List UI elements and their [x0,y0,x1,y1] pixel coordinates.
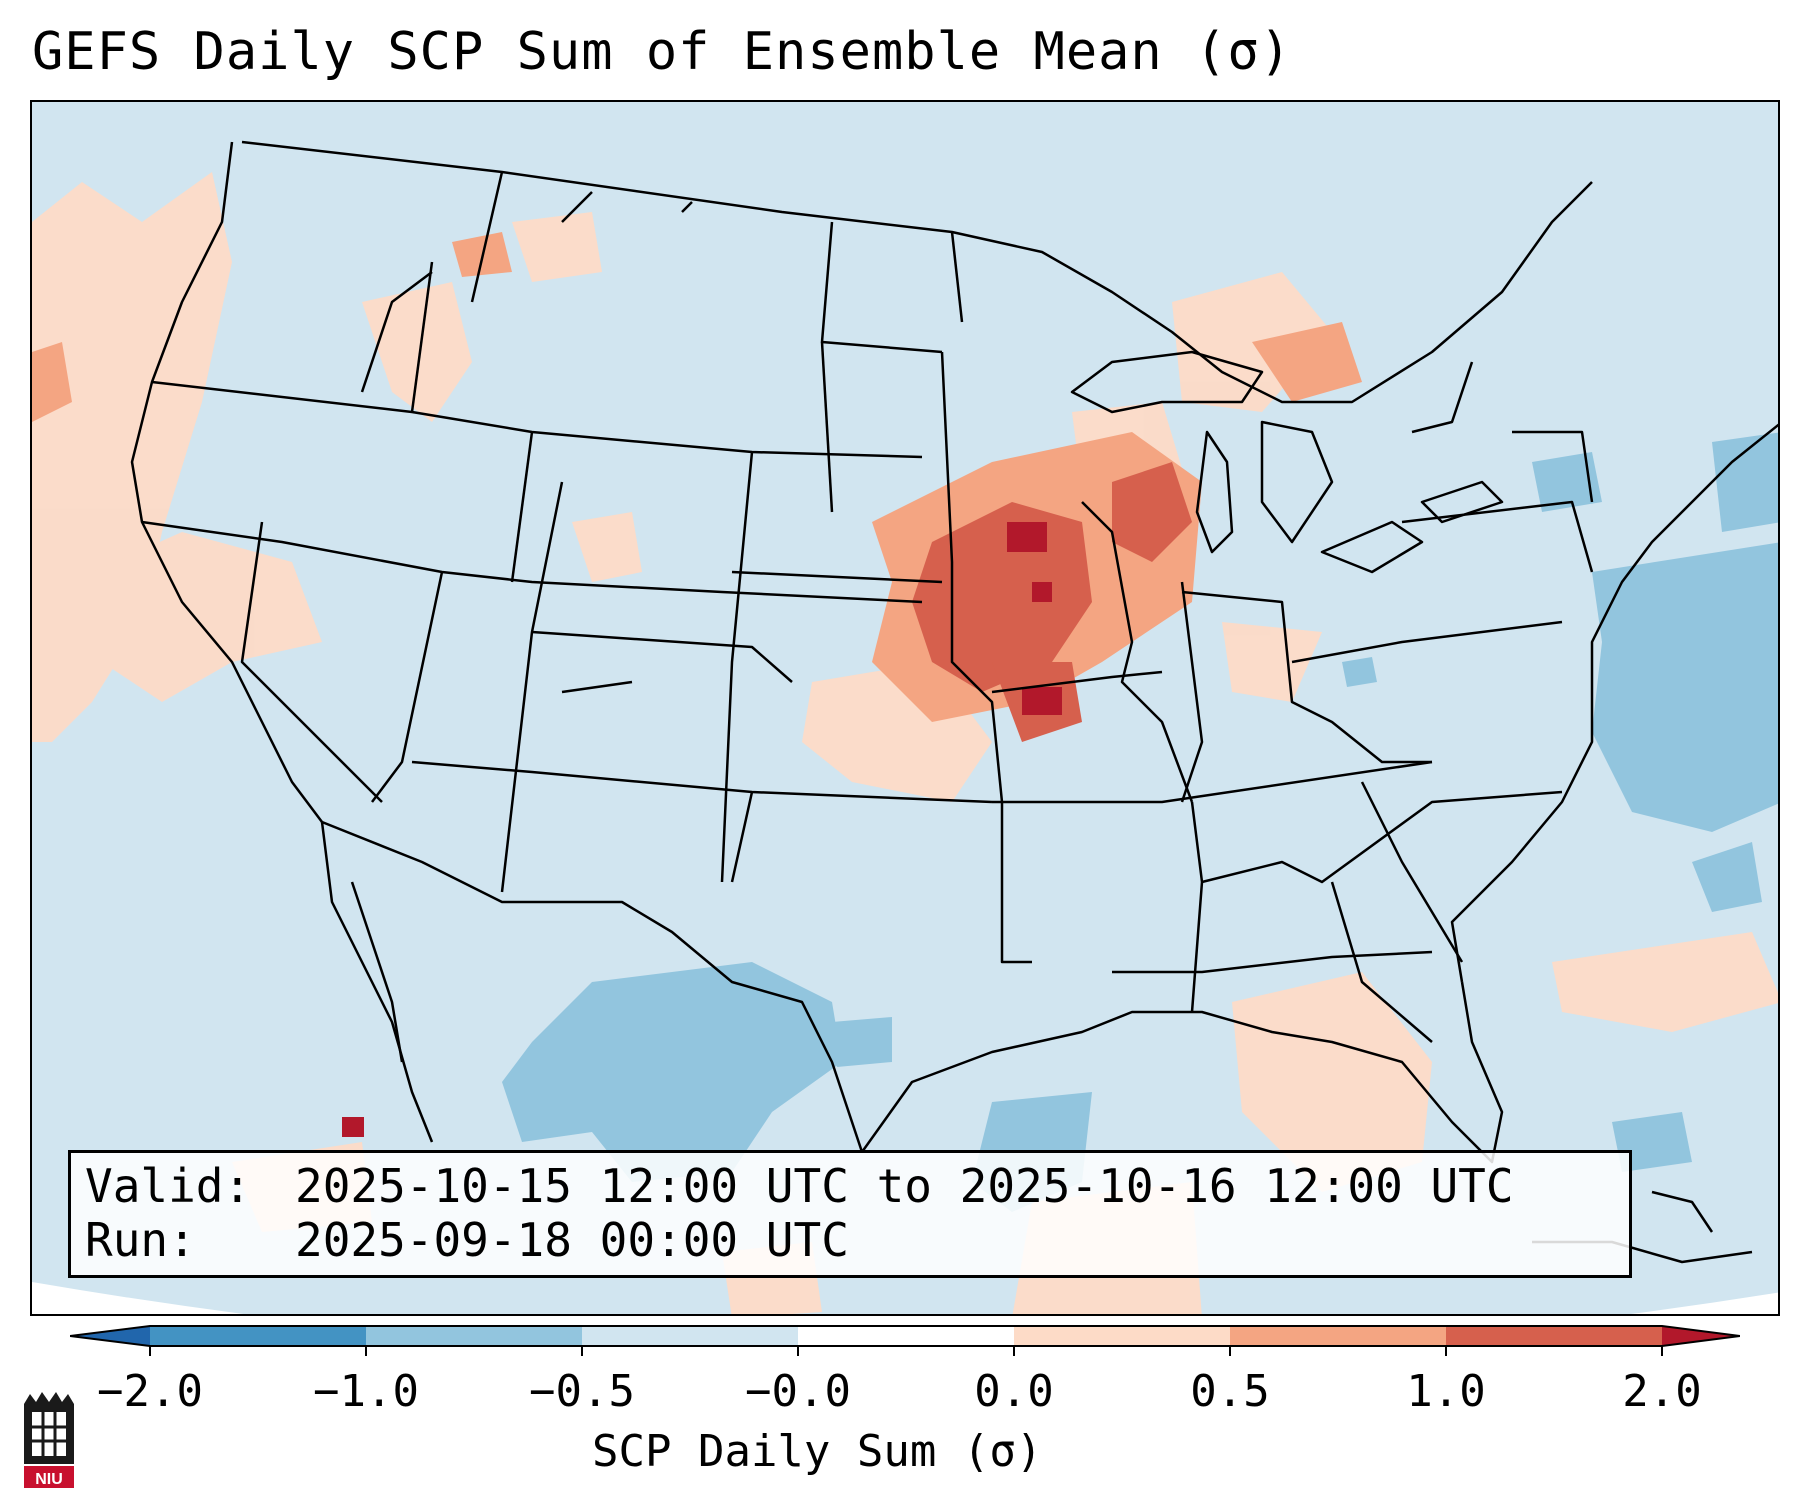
colorbar-segment-4 [798,1326,1014,1346]
map-panel [30,100,1780,1316]
colorbar-tick-label: −2.0 [97,1366,203,1417]
colorbar-tick-label: 2.0 [1622,1366,1702,1417]
colorbar-tick-label: 0.5 [1190,1366,1270,1417]
colorbar-tick-label: −1.0 [313,1366,419,1417]
colorbar-segment-5 [1014,1326,1230,1346]
anomaly-map [32,102,1778,1314]
colorbar-segment-3 [582,1326,798,1346]
colorbar-tick-label: −0.0 [745,1366,851,1417]
valid-run-info-box: Valid: 2025-10-15 12:00 UTC to 2025-10-16… [68,1150,1632,1278]
colorbar-segment-1 [150,1326,366,1346]
colorbar-tick-label: −0.5 [529,1366,635,1417]
run-key: Run: [85,1213,196,1267]
valid-row: Valid: 2025-10-15 12:00 UTC to 2025-10-16… [85,1159,1629,1213]
state-boundaries [130,140,1778,1264]
map-title: GEFS Daily SCP Sum of Ensemble Mean (σ) [32,22,1292,82]
valid-value: 2025-10-15 12:00 UTC to 2025-10-16 12:00… [295,1159,1514,1213]
colorbar-extend-high [1662,1326,1740,1346]
colorbar-segment-2 [366,1326,582,1346]
colorbar [70,1325,1740,1356]
logo-text: NIU [35,1471,63,1488]
niu-logo: NIU [24,1392,74,1488]
colorbar-title: SCP Daily Sum (σ) [592,1426,1043,1477]
colorbar-extend-low [70,1326,150,1346]
colorbar-segment-7 [1446,1326,1662,1346]
run-row: Run: 2025-09-18 00:00 UTC [85,1213,1629,1267]
anomaly-extreme-positive [342,522,1062,1137]
anomaly-weak-positive [32,172,1778,1314]
valid-key: Valid: [85,1159,252,1213]
colorbar-ticks [149,1346,1663,1356]
colorbar-tick-label: 0.0 [974,1366,1054,1417]
run-value: 2025-09-18 00:00 UTC [295,1213,849,1267]
colorbar-segment-6 [1230,1326,1446,1346]
colorbar-tick-label: 1.0 [1406,1366,1486,1417]
